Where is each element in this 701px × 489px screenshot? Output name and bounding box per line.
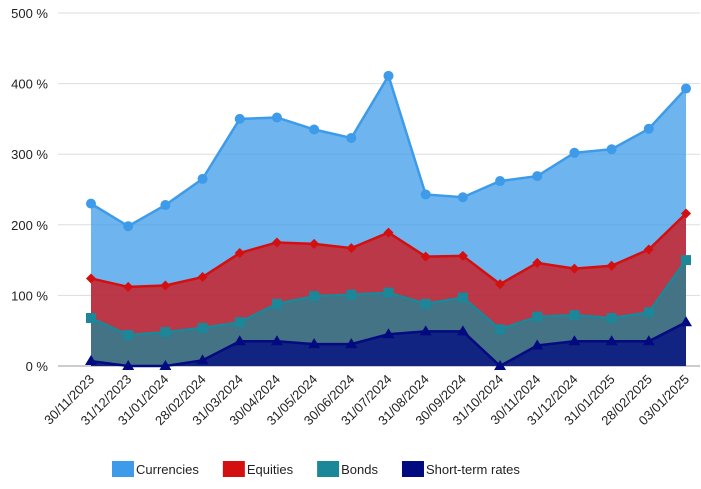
y-tick-label: 400 % — [11, 77, 48, 92]
marker — [532, 311, 543, 322]
legend-label: Equities — [247, 462, 294, 477]
marker — [345, 338, 358, 349]
marker — [494, 360, 507, 370]
marker — [197, 322, 208, 333]
legend-label: Bonds — [341, 462, 378, 477]
marker — [606, 144, 617, 155]
marker — [456, 325, 469, 336]
marker — [457, 192, 468, 203]
legend-item: Short-term rates — [401, 461, 520, 477]
marker — [270, 335, 283, 346]
marker — [681, 83, 691, 94]
legend-swatch — [401, 461, 424, 477]
marker — [681, 255, 691, 266]
marker — [495, 324, 506, 335]
marker — [197, 173, 208, 184]
marker — [495, 176, 506, 187]
marker — [160, 327, 171, 338]
marker — [234, 248, 245, 259]
marker — [569, 147, 580, 158]
marker — [680, 316, 692, 327]
legend-item: Equities — [222, 461, 294, 477]
marker — [568, 335, 581, 346]
marker — [234, 317, 245, 328]
marker — [419, 325, 432, 336]
marker — [382, 328, 395, 339]
marker — [383, 70, 394, 81]
marker — [123, 329, 134, 340]
marker — [346, 289, 357, 300]
marker — [160, 280, 171, 291]
marker — [420, 189, 431, 200]
legend-item: Bonds — [317, 461, 378, 477]
marker — [159, 360, 172, 370]
marker — [457, 250, 468, 261]
marker — [532, 257, 543, 268]
marker — [122, 360, 135, 370]
marker — [86, 273, 96, 284]
marker — [309, 238, 320, 249]
marker — [196, 354, 209, 365]
legend-item: Currencies — [112, 461, 199, 477]
area — [91, 322, 686, 366]
marker — [123, 281, 134, 292]
y-tick-label: 100 % — [11, 288, 48, 303]
marker — [495, 279, 506, 290]
marker — [643, 244, 654, 255]
marker — [233, 335, 246, 346]
marker — [642, 335, 655, 346]
marker — [86, 198, 96, 209]
marker — [532, 171, 543, 182]
marker — [123, 221, 134, 232]
marker — [308, 338, 321, 349]
y-tick-label: 500 % — [11, 6, 48, 21]
y-tick-label: 300 % — [11, 147, 48, 162]
marker — [383, 287, 394, 298]
y-tick-label: 0 % — [26, 359, 49, 374]
marker — [643, 123, 654, 134]
marker — [605, 335, 618, 346]
y-tick-label: 200 % — [11, 218, 48, 233]
marker — [160, 200, 171, 211]
marker — [606, 260, 617, 271]
marker — [383, 227, 394, 238]
marker — [346, 132, 357, 143]
marker — [309, 291, 320, 302]
legend-swatch — [317, 461, 340, 477]
marker — [85, 355, 97, 366]
marker — [86, 312, 96, 323]
legend-label: Currencies — [136, 462, 199, 477]
marker — [643, 307, 654, 318]
legend-label: Short-term rates — [426, 462, 520, 477]
legend-swatch — [222, 461, 245, 477]
marker — [420, 251, 431, 262]
marker — [271, 298, 282, 309]
marker — [531, 339, 544, 350]
marker — [420, 298, 431, 309]
legend-swatch — [112, 461, 134, 477]
marker — [569, 310, 580, 321]
marker — [681, 208, 691, 219]
marker — [569, 263, 580, 274]
marker — [309, 124, 320, 135]
marker — [606, 312, 617, 323]
marker — [457, 292, 468, 303]
marker — [234, 113, 245, 124]
marker — [271, 237, 282, 248]
marker — [197, 272, 208, 283]
marker — [346, 243, 357, 254]
marker — [271, 112, 282, 123]
